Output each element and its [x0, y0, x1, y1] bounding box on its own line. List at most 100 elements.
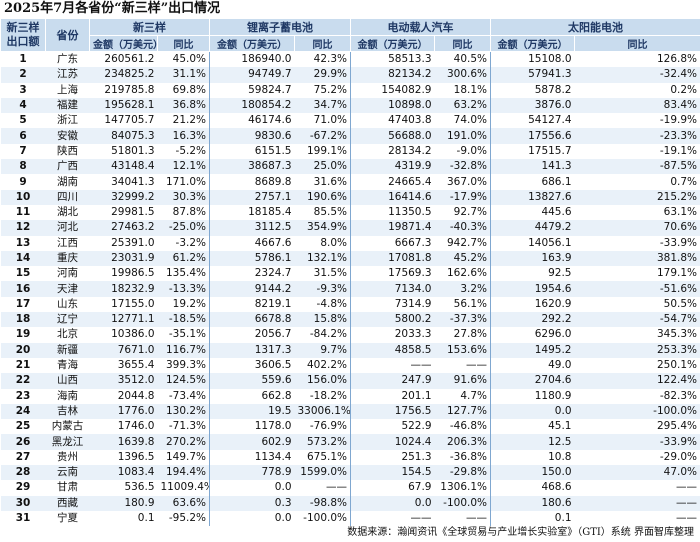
ev-yoy-cell: 1306.1%: [434, 480, 491, 496]
rank-cell: 2: [0, 67, 46, 83]
lithium-amount-cell: 5786.1: [209, 250, 295, 267]
lithium-yoy-cell: 85.5%: [294, 204, 351, 221]
ev-amount-cell: 154082.9: [381, 83, 432, 96]
ev-amount-cell: 1024.4: [350, 434, 435, 450]
solar-yoy-cell: 215.2%: [574, 189, 700, 205]
rank-cell: 12: [0, 220, 46, 236]
xinsanyang-yoy-cell: 36.8%: [157, 97, 210, 114]
table-row: 29 甘肃 536.5 11009.4% 0.0 —— 67.9 1306.1% 468.6 ——: [1, 480, 700, 496]
solar-yoy-cell: -33.9%: [574, 235, 700, 251]
xinsanyang-yoy-cell: 63.6%: [157, 495, 210, 511]
province-cell: 西藏: [45, 495, 90, 511]
rank-cell: 22: [0, 373, 46, 389]
xinsanyang-yoy-cell: -71.3%: [157, 419, 210, 435]
solar-amount-cell: 1495.2: [490, 342, 575, 358]
rank-cell: 18: [0, 312, 46, 328]
yoy-header: 同比: [294, 35, 351, 52]
ev-amount-cell: 7134.0: [350, 281, 435, 297]
solar-amount-cell: 57941.3: [490, 67, 575, 83]
table-row: 25 内蒙古 1746.0 -71.3% 1178.0 -76.9% 522.9 -46.8%…: [1, 419, 700, 435]
solar-yoy-cell: 295.4%: [574, 419, 700, 435]
ev-yoy-cell: 91.6%: [434, 373, 491, 389]
rank-cell: 23: [15, 389, 31, 402]
table-row: 22 山西 3512.0 124.5% 559.6 156.0% 247.9 91.6% 270…: [0, 373, 700, 389]
ev-yoy-cell: 942.7%: [434, 235, 491, 251]
province-cell: 云南: [45, 465, 90, 481]
group-header-solar: 太阳能电池: [490, 18, 700, 36]
lithium-yoy-cell: 42.3%: [294, 51, 351, 68]
lithium-yoy-cell: -67.2%: [294, 128, 351, 144]
solar-amount-cell: 468.6: [541, 481, 572, 494]
lithium-amount-cell: 46174.6: [248, 114, 292, 127]
solar-amount-cell: 686.1: [541, 175, 572, 188]
lithium-yoy-cell: -100.0%: [294, 510, 351, 527]
table-row: 2 江苏 234825.2 31.1% 94749.7 29.9% 82134.2 300.6…: [0, 67, 700, 83]
xinsanyang-amount-cell: 3655.4: [117, 359, 155, 372]
ev-amount-cell: 56688.0: [350, 128, 435, 144]
lithium-yoy-cell: 190.6%: [294, 189, 351, 205]
province-cell: 四川: [45, 189, 90, 205]
lithium-amount-cell: 3606.5: [254, 359, 292, 372]
xinsanyang-amount-cell: 260561.2: [104, 53, 155, 66]
solar-amount-cell: 12.5: [490, 434, 575, 450]
lithium-yoy-cell: 34.7%: [294, 97, 351, 114]
rank-cell: 17: [15, 297, 31, 310]
lithium-yoy-cell: -98.8%: [294, 495, 351, 511]
table-row: 23 海南 2044.8 -73.4% 662.8 -18.2% 201.1 4.7% 1180…: [1, 388, 700, 404]
ev-amount-cell: 0.0: [350, 495, 435, 511]
solar-yoy-cell: ——: [574, 480, 700, 496]
ev-yoy-cell: 40.5%: [434, 51, 491, 68]
ev-yoy-cell: 191.0%: [434, 128, 491, 144]
table-row: 4 福建 195628.1 36.8% 180854.2 34.7% 10898.0 63.2…: [0, 97, 700, 114]
xinsanyang-amount-cell: 10386.0: [111, 328, 155, 341]
ev-amount-cell: 11350.5: [388, 206, 432, 219]
lithium-yoy-cell: 199.1%: [294, 143, 351, 160]
province-cell: 河北: [45, 220, 90, 236]
ev-amount-cell: 10898.0: [350, 97, 435, 114]
ev-amount-cell: 201.1: [401, 389, 432, 402]
xinsanyang-amount-cell: 536.5: [124, 481, 155, 494]
ev-amount-cell: 16414.6: [350, 189, 435, 205]
xinsanyang-yoy-cell: -5.2%: [157, 143, 210, 160]
province-cell: 新疆: [45, 342, 90, 358]
rank-cell: 26: [0, 434, 46, 450]
ev-yoy-cell: -9.0%: [434, 143, 491, 160]
table-row: 9 湖南 34041.3 171.0% 8689.8 31.6% 24665.4 367.0%…: [1, 174, 700, 190]
lithium-yoy-cell: 25.0%: [294, 159, 351, 175]
solar-yoy-cell: 126.8%: [574, 51, 700, 68]
province-cell: 福建: [45, 97, 90, 114]
ev-amount-cell: 4319.9: [350, 159, 435, 175]
lithium-amount-cell: 18185.4: [248, 206, 292, 219]
solar-amount-cell: 49.0: [548, 359, 572, 372]
solar-yoy-cell: 83.4%: [574, 97, 700, 114]
lithium-amount-cell: 6678.8: [209, 312, 295, 328]
rank-cell: 30: [0, 495, 46, 511]
ev-yoy-cell: 92.7%: [434, 204, 491, 221]
ev-yoy-cell: 4.7%: [434, 388, 491, 404]
solar-amount-cell: 1180.9: [534, 389, 572, 402]
solar-amount-cell: 1620.9: [534, 297, 572, 310]
ev-yoy-cell: 18.1%: [434, 82, 491, 98]
solar-amount-cell: 17515.7: [528, 144, 572, 157]
ev-amount-cell: 251.3: [401, 450, 432, 463]
province-cell: 广东: [57, 53, 78, 66]
ev-yoy-cell: 367.0%: [434, 174, 491, 190]
solar-amount-cell: 6296.0: [534, 328, 572, 341]
yoy-header: 同比: [157, 35, 210, 52]
lithium-yoy-cell: 71.0%: [294, 113, 351, 129]
province-cell: 黑龙江: [45, 434, 90, 450]
province-cell: 山西: [45, 373, 90, 389]
ev-yoy-cell: ——: [434, 510, 491, 527]
province-cell: 辽宁: [45, 312, 90, 328]
province-cell: 青海: [57, 359, 78, 372]
lithium-yoy-cell: 33006.1%: [294, 403, 351, 420]
province-cell: 江西: [57, 236, 78, 249]
lithium-amount-cell: 3112.5: [209, 220, 295, 236]
source-note: 数据来源：瀚闻资讯《全球贸易与产业增长实验室》（GTI）系统 界面智库整理: [347, 527, 694, 539]
ev-amount-cell: 522.9: [401, 420, 432, 433]
rank-cell: 14: [0, 250, 46, 267]
xinsanyang-yoy-cell: -13.3%: [157, 281, 210, 297]
rank-cell: 13: [15, 236, 31, 249]
xinsanyang-amount-cell: 234825.2: [89, 67, 158, 83]
xinsanyang-yoy-cell: -3.2%: [157, 235, 210, 251]
